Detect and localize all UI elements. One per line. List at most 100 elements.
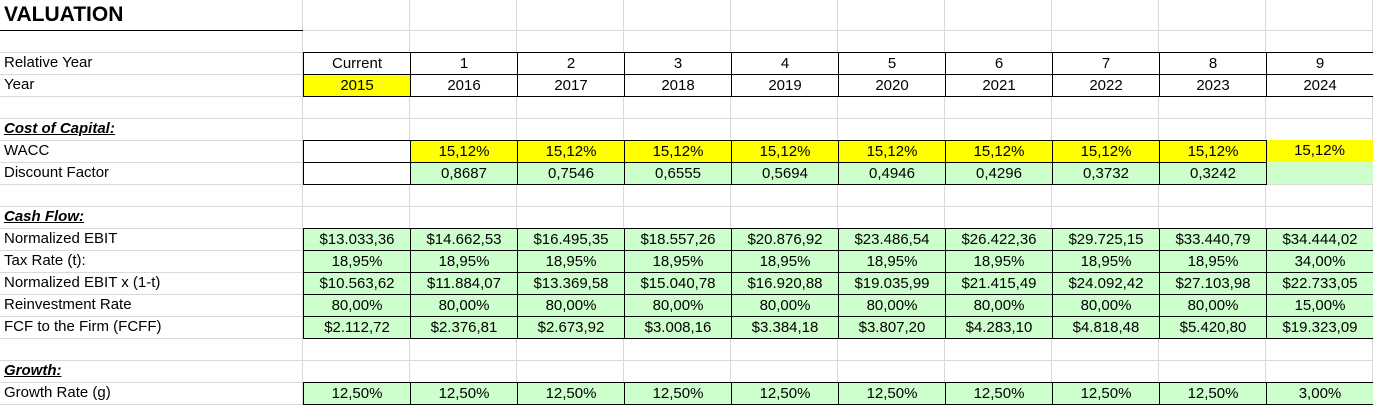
cell-reinvestment-rate-year4[interactable]: 80,00% (731, 294, 839, 317)
cell-relative-year-current[interactable]: Current (303, 52, 411, 75)
cell-discount-factor-year2[interactable]: 0,7546 (517, 162, 625, 185)
cell-tax-rate-year2[interactable]: 18,95% (517, 250, 625, 273)
row-label-year[interactable]: Year (4, 76, 35, 93)
cell-year-year5[interactable]: 2020 (838, 74, 946, 97)
cell-year-year2[interactable]: 2017 (517, 74, 625, 97)
cell-reinvestment-rate-year1[interactable]: 80,00% (410, 294, 518, 317)
cell-relative-year-year5[interactable]: 5 (838, 52, 946, 75)
cell-fcff-year4[interactable]: $3.384,18 (731, 316, 839, 339)
sheet-title[interactable]: VALUATION (0, 0, 303, 31)
cell-fcff-year7[interactable]: $4.818,48 (1052, 316, 1160, 339)
cell-wacc-year4[interactable]: 15,12% (731, 140, 839, 163)
cell-relative-year-year4[interactable]: 4 (731, 52, 839, 75)
cell-wacc-year2[interactable]: 15,12% (517, 140, 625, 163)
cell-growth-rate-year2[interactable]: 12,50% (517, 382, 625, 405)
cell-ebit-after-tax-year4[interactable]: $16.920,88 (731, 272, 839, 295)
cell-growth-rate-year7[interactable]: 12,50% (1052, 382, 1160, 405)
cell-reinvestment-rate-current[interactable]: 80,00% (303, 294, 411, 317)
cell-relative-year-year3[interactable]: 3 (624, 52, 732, 75)
cell-wacc-year6[interactable]: 15,12% (945, 140, 1053, 163)
cell-ebit-after-tax-year8[interactable]: $27.103,98 (1159, 272, 1267, 295)
cell-tax-rate-current[interactable]: 18,95% (303, 250, 411, 273)
cell-year-current[interactable]: 2015 (303, 74, 411, 97)
cell-discount-factor-year8[interactable]: 0,3242 (1159, 162, 1267, 185)
cell-year-year6[interactable]: 2021 (945, 74, 1053, 97)
cell-year-year7[interactable]: 2022 (1052, 74, 1160, 97)
cell-tax-rate-year9[interactable]: 34,00% (1266, 250, 1373, 273)
cell-ebit-after-tax-year2[interactable]: $13.369,58 (517, 272, 625, 295)
cell-growth-rate-year5[interactable]: 12,50% (838, 382, 946, 405)
cell-fcff-current[interactable]: $2.112,72 (303, 316, 411, 339)
cell-growth-rate-year3[interactable]: 12,50% (624, 382, 732, 405)
cell-wacc-year7[interactable]: 15,12% (1052, 140, 1160, 163)
cell-reinvestment-rate-year6[interactable]: 80,00% (945, 294, 1053, 317)
cell-tax-rate-year4[interactable]: 18,95% (731, 250, 839, 273)
cell-normalized-ebit-year8[interactable]: $33.440,79 (1159, 228, 1267, 251)
cell-reinvestment-rate-year3[interactable]: 80,00% (624, 294, 732, 317)
cell-fcff-year8[interactable]: $5.420,80 (1159, 316, 1267, 339)
cell-normalized-ebit-year5[interactable]: $23.486,54 (838, 228, 946, 251)
cell-normalized-ebit-year1[interactable]: $14.662,53 (410, 228, 518, 251)
row-label-ebit-after-tax[interactable]: Normalized EBIT x (1-t) (4, 274, 161, 291)
cell-wacc-year9[interactable]: 15,12% (1266, 140, 1373, 162)
cell-growth-rate-year8[interactable]: 12,50% (1159, 382, 1267, 405)
cell-normalized-ebit-year4[interactable]: $20.876,92 (731, 228, 839, 251)
cell-fcff-year9[interactable]: $19.323,09 (1266, 316, 1373, 339)
row-label-fcff[interactable]: FCF to the Firm (FCFF) (4, 318, 162, 335)
cell-fcff-year1[interactable]: $2.376,81 (410, 316, 518, 339)
row-label-discount-factor[interactable]: Discount Factor (4, 164, 110, 181)
cell-fcff-year5[interactable]: $3.807,20 (838, 316, 946, 339)
cell-tax-rate-year5[interactable]: 18,95% (838, 250, 946, 273)
cell-wacc-year8[interactable]: 15,12% (1159, 140, 1267, 163)
cell-tax-rate-year3[interactable]: 18,95% (624, 250, 732, 273)
cell-reinvestment-rate-year2[interactable]: 80,00% (517, 294, 625, 317)
cell-reinvestment-rate-year5[interactable]: 80,00% (838, 294, 946, 317)
cell-year-year4[interactable]: 2019 (731, 74, 839, 97)
cell-relative-year-year8[interactable]: 8 (1159, 52, 1267, 75)
row-label-reinvestment-rate[interactable]: Reinvestment Rate (4, 296, 132, 313)
cell-tax-rate-year6[interactable]: 18,95% (945, 250, 1053, 273)
cell-relative-year-year2[interactable]: 2 (517, 52, 625, 75)
cell-growth-rate-year1[interactable]: 12,50% (410, 382, 518, 405)
cell-ebit-after-tax-year1[interactable]: $11.884,07 (410, 272, 518, 295)
row-label-tax-rate[interactable]: Tax Rate (t): (4, 252, 86, 269)
cell-fcff-year6[interactable]: $4.283,10 (945, 316, 1053, 339)
cell-ebit-after-tax-year3[interactable]: $15.040,78 (624, 272, 732, 295)
row-label-wacc[interactable]: WACC (4, 142, 50, 159)
cell-ebit-after-tax-year6[interactable]: $21.415,49 (945, 272, 1053, 295)
cell-tax-rate-year7[interactable]: 18,95% (1052, 250, 1160, 273)
cell-reinvestment-rate-year8[interactable]: 80,00% (1159, 294, 1267, 317)
cell-wacc-year1[interactable]: 15,12% (410, 140, 518, 163)
section-label-growth[interactable]: Growth: (4, 362, 62, 379)
cell-tax-rate-year8[interactable]: 18,95% (1159, 250, 1267, 273)
cell-normalized-ebit-current[interactable]: $13.033,36 (303, 228, 411, 251)
cell-fcff-year2[interactable]: $2.673,92 (517, 316, 625, 339)
cell-discount-factor-year4[interactable]: 0,5694 (731, 162, 839, 185)
cell-discount-factor-year5[interactable]: 0,4946 (838, 162, 946, 185)
row-label-relative-year[interactable]: Relative Year (4, 54, 93, 71)
cell-ebit-after-tax-year9[interactable]: $22.733,05 (1266, 272, 1373, 295)
cell-discount-factor-current[interactable] (303, 162, 411, 185)
cell-discount-factor-year1[interactable]: 0,8687 (410, 162, 518, 185)
cell-relative-year-year6[interactable]: 6 (945, 52, 1053, 75)
cell-ebit-after-tax-year5[interactable]: $19.035,99 (838, 272, 946, 295)
cell-discount-factor-year3[interactable]: 0,6555 (624, 162, 732, 185)
cell-growth-rate-year9[interactable]: 3,00% (1266, 382, 1373, 405)
cell-ebit-after-tax-current[interactable]: $10.563,62 (303, 272, 411, 295)
cell-wacc-year5[interactable]: 15,12% (838, 140, 946, 163)
cell-ebit-after-tax-year7[interactable]: $24.092,42 (1052, 272, 1160, 295)
section-label-cash-flow[interactable]: Cash Flow: (4, 208, 85, 225)
cell-year-year8[interactable]: 2023 (1159, 74, 1267, 97)
cell-normalized-ebit-year7[interactable]: $29.725,15 (1052, 228, 1160, 251)
cell-relative-year-year7[interactable]: 7 (1052, 52, 1160, 75)
cell-normalized-ebit-year2[interactable]: $16.495,35 (517, 228, 625, 251)
cell-reinvestment-rate-year7[interactable]: 80,00% (1052, 294, 1160, 317)
cell-growth-rate-year4[interactable]: 12,50% (731, 382, 839, 405)
row-label-normalized-ebit[interactable]: Normalized EBIT (4, 230, 118, 247)
section-label-cost-of-capital[interactable]: Cost of Capital: (4, 120, 115, 137)
cell-growth-rate-year6[interactable]: 12,50% (945, 382, 1053, 405)
cell-year-year3[interactable]: 2018 (624, 74, 732, 97)
cell-tax-rate-year1[interactable]: 18,95% (410, 250, 518, 273)
cell-relative-year-year9[interactable]: 9 (1266, 52, 1373, 75)
cell-growth-rate-current[interactable]: 12,50% (303, 382, 411, 405)
